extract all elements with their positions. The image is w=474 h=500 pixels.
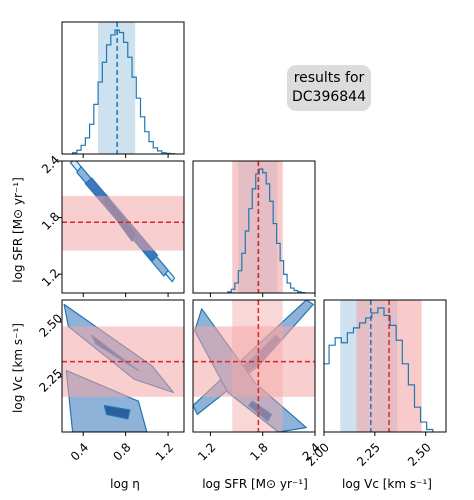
panel-hist-log_eta-frame: [61, 21, 185, 155]
panel-joint-log_eta-log_vc-frame: [61, 299, 185, 433]
x-tick-label-log_eta-2: 1.2: [153, 440, 176, 463]
panel-hist-log_sfr-content: [227, 161, 306, 293]
joint-reference-vband: [232, 300, 283, 432]
x-tick-label-log_sfr-1: 1.8: [247, 440, 270, 463]
panel-hist-log_eta-content: [72, 22, 176, 154]
hist-reference-band-log_sfr: [232, 161, 283, 293]
y-tick-label-log_sfr-2: 2.4: [39, 153, 62, 176]
panel-hist-log_vc: 2.00 2.25 2.50: [303, 299, 447, 469]
panel-joint-log_eta-log_sfr-content: [62, 161, 184, 283]
annotation-line-2: DC396844: [292, 89, 366, 105]
x-tick-label-log_eta-1: 0.8: [110, 440, 133, 463]
joint-reference-hband: [62, 195, 184, 251]
x-tick-label-log_vc-1: 2.25: [354, 440, 383, 469]
y-axis-label-log-sfr: log SFR [M⊙ yr⁻¹]: [11, 177, 25, 283]
panel-joint-log_sfr-log_vc-content: [193, 300, 315, 432]
x-tick-label-log_vc-2: 2.50: [405, 440, 434, 469]
contour-lower-core: [103, 405, 131, 420]
histogram-log_eta: [72, 29, 176, 154]
panel-joint-log_eta-log_sfr: 1.2 1.8 2.4: [39, 153, 185, 297]
panel-joint-log_eta-log_sfr-frame: [61, 160, 185, 294]
labels-layer: log η log SFR [M⊙ yr⁻¹] log Vc [km s⁻¹] …: [11, 177, 432, 491]
x-tick-label-log_sfr-0: 1.2: [195, 440, 218, 463]
panel-hist-log_sfr: [192, 160, 316, 297]
y-tick-label-log_sfr-0: 1.2: [39, 266, 62, 289]
x-axis-label-log-eta: log η: [110, 477, 140, 491]
contour-lower-core: [248, 400, 273, 422]
x-axis-label-log-sfr: log SFR [M⊙ yr⁻¹]: [202, 477, 308, 491]
panel-hist-log_vc-frame: [323, 299, 447, 433]
y-tick-label-log_vc-1: 2.50: [36, 311, 65, 340]
panel-hist-log_eta: [61, 21, 185, 158]
panel-joint-log_sfr-log_vc-frame: [192, 299, 316, 433]
y-axis-label-log-vc: log Vc [km s⁻¹]: [11, 323, 25, 413]
y-tick-label-log_vc-0: 2.25: [36, 366, 65, 395]
x-axis-label-log-vc: log Vc [km s⁻¹]: [342, 477, 432, 491]
panel-hist-log_vc-content: [324, 300, 434, 432]
histogram-log_sfr: [227, 168, 306, 293]
histogram-log_vc: [324, 307, 434, 432]
panel-joint-log_eta-log_vc-content: [62, 303, 184, 432]
x-tick-label-log_eta-0: 0.4: [68, 440, 91, 463]
panels-layer: 1.21.82.40.4 0.8 1.22.252.501.2 1.8 2.42.00 2…: [36, 21, 447, 469]
annotation-line-1: results for: [293, 70, 365, 86]
panel-joint-log_eta-log_vc: 0.4 0.8 1.2 2.25 2.50: [36, 299, 185, 464]
panel-hist-log_sfr-frame: [192, 160, 316, 294]
y-tick-label-log_sfr-1: 1.8: [39, 209, 62, 232]
panel-joint-log_sfr-log_vc: 1.2 1.8 2.4: [192, 299, 323, 464]
annotation-box: results for DC396844: [287, 65, 371, 111]
